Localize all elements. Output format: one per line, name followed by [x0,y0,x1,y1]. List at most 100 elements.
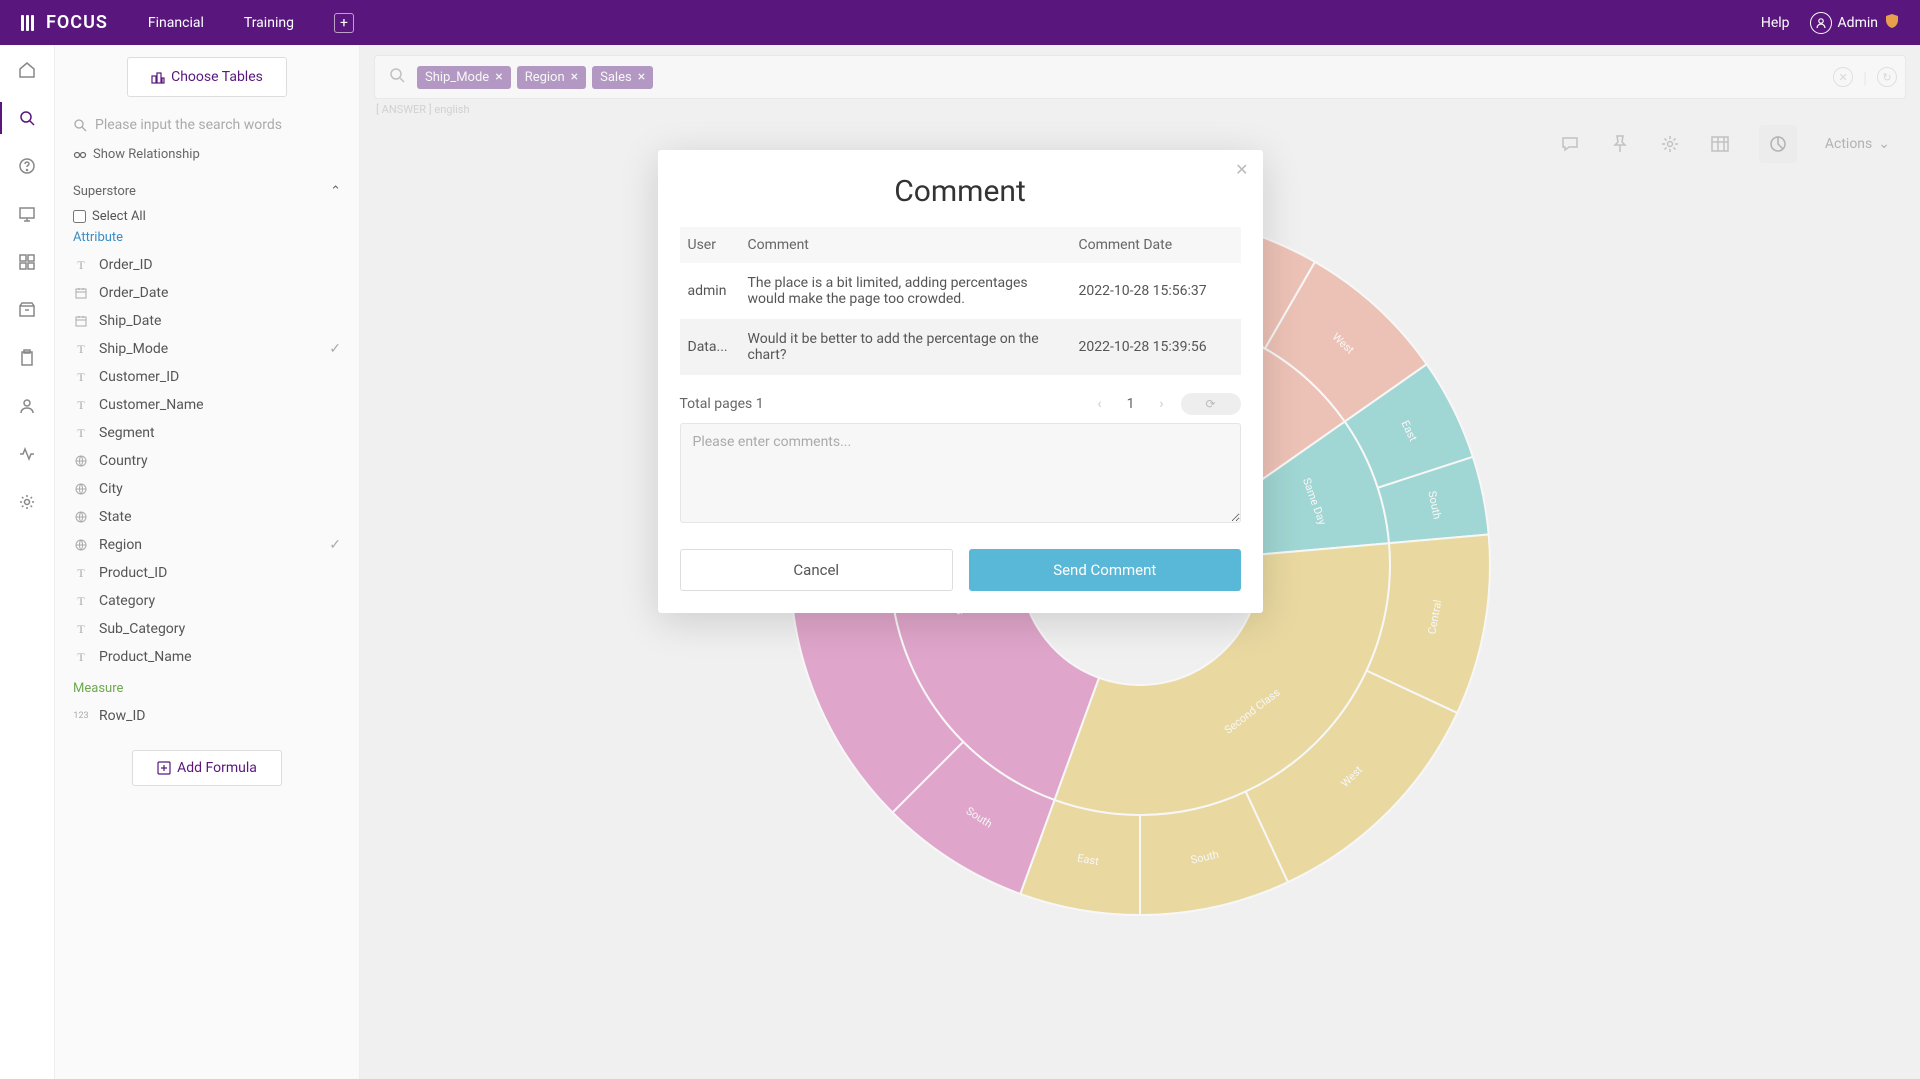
field-label: Category [99,593,155,609]
field-item[interactable]: TSegment [73,419,341,447]
field-item[interactable]: TCategory [73,587,341,615]
field-item[interactable]: Region✓ [73,531,341,559]
query-pill[interactable]: Region× [517,66,586,89]
table-view-icon[interactable] [1709,133,1731,155]
select-all-label: Select All [92,209,146,224]
field-item[interactable]: T Sub_Category [73,615,341,643]
field-type-icon: T [73,398,89,413]
check-icon: ✓ [329,341,341,357]
person-icon[interactable] [17,396,37,416]
field-type-icon: T [73,566,89,581]
field-type-icon [73,511,89,523]
cancel-button[interactable]: Cancel [680,549,954,591]
datasource-header[interactable]: Superstore ⌃ [73,174,341,205]
pin-icon[interactable] [1609,133,1631,155]
field-item[interactable]: T Customer_Name [73,391,341,419]
pill-remove-icon[interactable]: × [571,70,578,84]
field-search-placeholder: Please input the search words [95,117,282,133]
field-label: Sub_Category [99,621,185,637]
gear-icon[interactable] [17,492,37,512]
close-icon[interactable]: ✕ [1235,160,1248,179]
select-all-checkbox[interactable] [73,210,86,223]
query-bar-right: ✕ | ↻ [1833,67,1897,87]
field-item[interactable]: TCustomer_ID [73,363,341,391]
field-label: Order_Date [99,285,168,301]
archive-icon[interactable] [17,300,37,320]
answer-breadcrumb: [ ANSWER ] english [374,99,1906,120]
nav-training[interactable]: Training [244,15,294,31]
field-label: Region [99,537,142,553]
logo-icon [20,13,40,33]
field-item[interactable]: Order_Date [73,279,341,307]
add-tab-button[interactable]: + [334,13,354,33]
send-comment-button[interactable]: Send Comment [969,549,1241,591]
comment-input[interactable] [680,423,1241,523]
select-all[interactable]: Select All [73,205,341,228]
clipboard-icon[interactable] [17,348,37,368]
field-item[interactable]: Ship_Date [73,307,341,335]
attribute-heading: Attribute [73,228,341,251]
field-label: Product_ID [99,565,167,581]
query-bar[interactable]: Ship_Mode× Region× Sales× ✕ | ↻ [374,55,1906,99]
pill-remove-icon[interactable]: × [495,70,502,84]
datasource-name: Superstore [73,184,136,199]
field-item[interactable]: 123Row_ID [73,702,341,730]
field-type-icon [73,455,89,467]
field-item[interactable]: TOrder_ID [73,251,341,279]
show-relationship-label: Show Relationship [93,147,200,162]
col-comment: Comment [740,227,1071,263]
field-label: Customer_Name [99,397,204,413]
chart-type-icon[interactable] [1759,125,1797,163]
answer-lang: english [434,103,469,116]
brand-text: FOCUS [46,12,108,33]
chat-icon[interactable] [1559,133,1581,155]
help-link[interactable]: Help [1761,15,1790,31]
search-icon[interactable] [17,108,37,128]
clear-query-button[interactable]: ✕ [1833,67,1853,87]
presentation-icon[interactable] [17,204,37,224]
field-label: Ship_Date [99,313,161,329]
add-formula-label: Add Formula [177,760,257,776]
user-badge[interactable]: Admin [1810,12,1900,34]
field-label: Segment [99,425,155,441]
refresh-query-button[interactable]: ↻ [1877,67,1897,87]
comment-modal: ✕ Comment User Comment Comment Date admi… [658,150,1263,613]
show-relationship[interactable]: Show Relationship [73,147,341,174]
actions-dropdown[interactable]: Actions ⌄ [1825,136,1890,152]
field-item[interactable]: State [73,503,341,531]
attribute-list: TOrder_IDOrder_DateShip_DateTShip_Mode✓T… [73,251,341,671]
field-item[interactable]: TShip_Mode✓ [73,335,341,363]
field-search[interactable]: Please input the search words [73,111,341,147]
add-formula-button[interactable]: Add Formula [132,750,282,786]
nav-financial[interactable]: Financial [148,15,204,31]
pill-remove-icon[interactable]: × [638,70,645,84]
field-label: State [99,509,132,525]
field-type-icon: T [73,622,89,637]
grid-icon[interactable] [17,252,37,272]
next-page-button[interactable]: › [1151,393,1173,415]
choose-tables-label: Choose Tables [171,69,263,85]
activity-icon[interactable] [17,444,37,464]
question-icon[interactable] [17,156,37,176]
settings-icon[interactable] [1659,133,1681,155]
query-pill[interactable]: Ship_Mode× [417,66,511,89]
shield-icon [1884,13,1900,33]
field-item[interactable]: City [73,475,341,503]
chart-toolbar: Actions ⌄ [1559,125,1890,163]
field-type-icon: 123 [73,711,89,721]
query-pills: Ship_Mode× Region× Sales× [417,66,653,89]
field-type-icon: T [73,650,89,665]
user-name: Admin [1838,15,1878,31]
query-pill[interactable]: Sales× [592,66,653,89]
logo[interactable]: FOCUS [20,12,108,33]
col-user: User [680,227,740,263]
field-item[interactable]: T Product_ID [73,559,341,587]
home-icon[interactable] [17,60,37,80]
choose-tables-button[interactable]: Choose Tables [127,57,287,97]
total-pages-value: 1 [756,396,764,412]
modal-title: Comment [680,174,1241,209]
field-item[interactable]: Country [73,447,341,475]
field-item[interactable]: TProduct_Name [73,643,341,671]
prev-page-button[interactable]: ‹ [1089,393,1111,415]
field-type-icon [73,483,89,495]
